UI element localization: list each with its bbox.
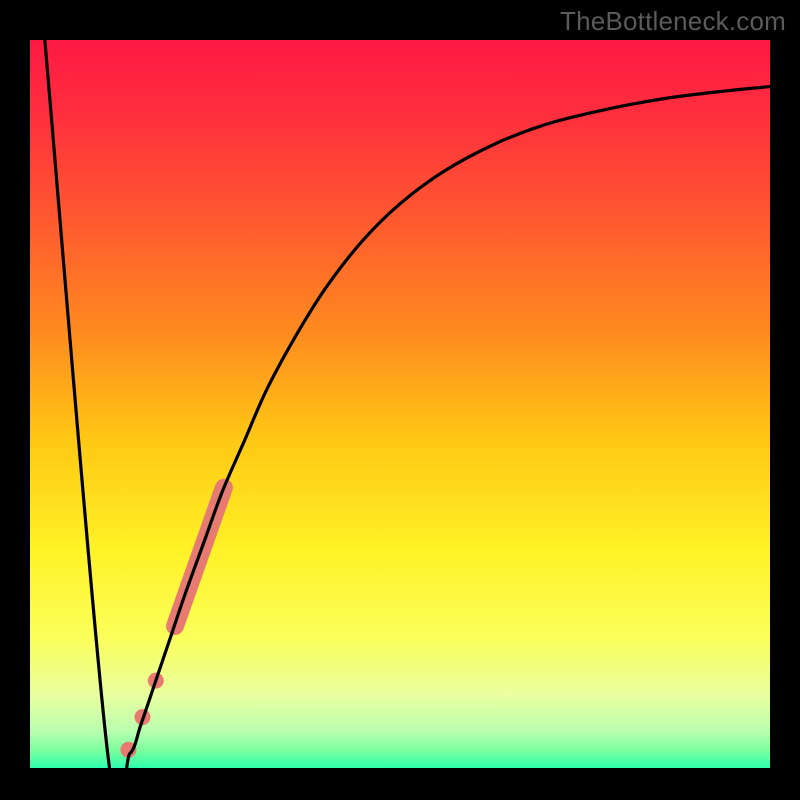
watermark-text: TheBottleneck.com [560,6,786,37]
plot-area [30,40,770,768]
plot-svg [30,40,770,768]
chart-frame: TheBottleneck.com [0,0,800,800]
gradient-background [30,40,770,768]
